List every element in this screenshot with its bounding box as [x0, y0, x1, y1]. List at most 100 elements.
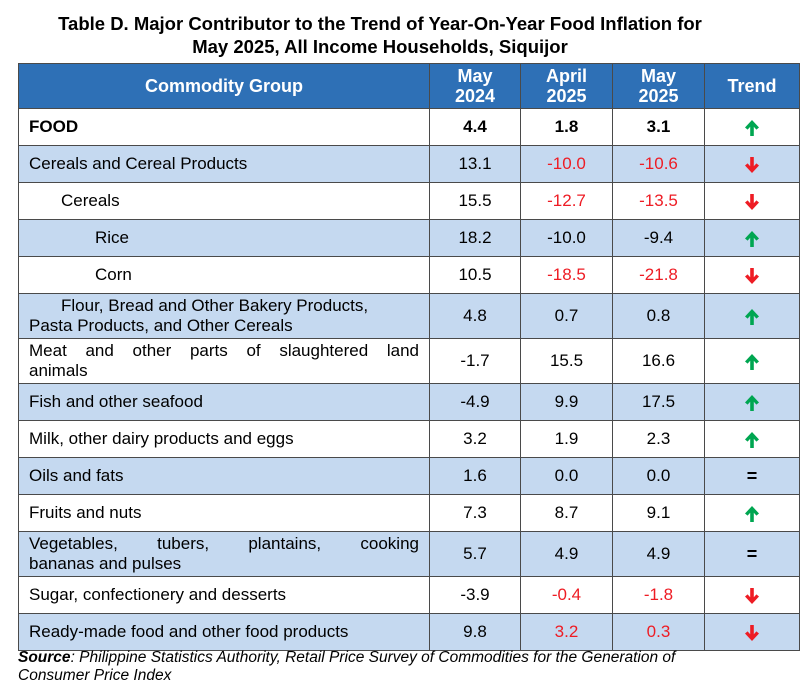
down-arrow-icon [745, 267, 759, 284]
table-row: Cereals and Cereal Products 13.1 -10.0 -… [18, 145, 800, 183]
up-arrow-icon [745, 431, 759, 448]
row-name: Cereals and Cereal Products [18, 145, 430, 183]
up-arrow-icon [745, 308, 759, 325]
row-trend [704, 256, 800, 294]
row-name: Fish and other seafood [18, 383, 430, 421]
table-row: Milk, other dairy products and eggs 3.2 … [18, 420, 800, 458]
row-trend [704, 145, 800, 183]
table-title: Table D. Major Contributor to the Trend … [0, 12, 760, 58]
equal-trend-icon: = [746, 543, 758, 564]
table-row: Vegetables, tubers, plantains, cooking b… [18, 531, 800, 577]
row-april-2025: 4.9 [520, 531, 613, 577]
table-row: Oils and fats 1.6 0.0 0.0 = [18, 457, 800, 495]
table-row: Flour, Bread and Other Bakery Products, … [18, 293, 800, 339]
row-april-2025: -12.7 [520, 182, 613, 220]
up-arrow-icon [745, 119, 759, 136]
row-may-2024: 5.7 [429, 531, 521, 577]
row-may-2024: 15.5 [429, 182, 521, 220]
row-may-2025: 3.1 [612, 108, 705, 146]
row-name: Meat and other parts of slaughtered land… [18, 338, 430, 384]
down-arrow-icon [745, 624, 759, 641]
row-may-2024: 3.2 [429, 420, 521, 458]
equal-trend-icon: = [746, 465, 758, 486]
table-row: FOOD 4.4 1.8 3.1 [18, 108, 800, 146]
source-text: : Philippine Statistics Authority, Retai… [70, 649, 676, 666]
row-april-2025: -10.0 [520, 219, 613, 257]
row-april-2025: 1.8 [520, 108, 613, 146]
row-may-2025: 4.9 [612, 531, 705, 577]
row-trend: = [704, 457, 800, 495]
up-arrow-icon [745, 230, 759, 247]
up-arrow-icon [745, 353, 759, 370]
row-name: Ready-made food and other food products [18, 613, 430, 651]
row-may-2024: 4.8 [429, 293, 521, 339]
source-text-2: Consumer Price Index [18, 667, 172, 684]
down-arrow-icon [745, 193, 759, 210]
row-may-2025: 0.8 [612, 293, 705, 339]
row-name: Cereals [18, 182, 430, 220]
row-trend [704, 293, 800, 339]
row-trend [704, 219, 800, 257]
row-trend [704, 613, 800, 651]
inflation-table: Commodity Group May 2024 April 2025 May 202… [18, 63, 800, 651]
row-may-2024: 4.4 [429, 108, 521, 146]
table-title-line2: May 2025, All Income Households, Siquijo… [192, 36, 568, 57]
table-row: Fish and other seafood -4.9 9.9 17.5 [18, 383, 800, 421]
row-trend [704, 494, 800, 532]
header-commodity: Commodity Group [18, 63, 430, 109]
row-may-2025: -9.4 [612, 219, 705, 257]
header-may-2024: May 2024 [429, 63, 521, 109]
table-row: Cereals 15.5 -12.7 -13.5 [18, 182, 800, 220]
row-name: Vegetables, tubers, plantains, cooking b… [18, 531, 430, 577]
row-name: FOOD [18, 108, 430, 146]
header-row: Commodity Group May 2024 April 2025 May 202… [18, 63, 800, 109]
row-april-2025: -18.5 [520, 256, 613, 294]
up-arrow-icon [745, 505, 759, 522]
row-trend [704, 108, 800, 146]
row-april-2025: -0.4 [520, 576, 613, 614]
row-name: Milk, other dairy products and eggs [18, 420, 430, 458]
table-row: Meat and other parts of slaughtered land… [18, 338, 800, 384]
row-may-2024: 7.3 [429, 494, 521, 532]
row-may-2024: 10.5 [429, 256, 521, 294]
row-april-2025: 9.9 [520, 383, 613, 421]
row-may-2025: 16.6 [612, 338, 705, 384]
row-may-2024: -3.9 [429, 576, 521, 614]
row-trend [704, 182, 800, 220]
row-may-2025: -21.8 [612, 256, 705, 294]
header-may-2025: May 2025 [612, 63, 705, 109]
row-may-2024: 9.8 [429, 613, 521, 651]
row-may-2024: 13.1 [429, 145, 521, 183]
row-name: Sugar, confectionery and desserts [18, 576, 430, 614]
row-name: Flour, Bread and Other Bakery Products, … [18, 293, 430, 339]
row-trend [704, 576, 800, 614]
row-april-2025: 1.9 [520, 420, 613, 458]
source-label: Source [18, 649, 71, 666]
row-name: Rice [18, 219, 430, 257]
table-row: Sugar, confectionery and desserts -3.9 -… [18, 576, 800, 614]
row-april-2025: 0.0 [520, 457, 613, 495]
table-row: Fruits and nuts 7.3 8.7 9.1 [18, 494, 800, 532]
row-trend [704, 420, 800, 458]
row-april-2025: 0.7 [520, 293, 613, 339]
down-arrow-icon [745, 587, 759, 604]
down-arrow-icon [745, 156, 759, 173]
row-name: Oils and fats [18, 457, 430, 495]
header-trend: Trend [704, 63, 800, 109]
row-may-2025: -1.8 [612, 576, 705, 614]
row-trend [704, 383, 800, 421]
row-may-2024: -4.9 [429, 383, 521, 421]
row-may-2025: 2.3 [612, 420, 705, 458]
row-may-2025: 0.0 [612, 457, 705, 495]
row-trend [704, 338, 800, 384]
row-april-2025: -10.0 [520, 145, 613, 183]
header-april-2025: April 2025 [520, 63, 613, 109]
table-row: Corn 10.5 -18.5 -21.8 [18, 256, 800, 294]
row-april-2025: 3.2 [520, 613, 613, 651]
row-may-2025: -10.6 [612, 145, 705, 183]
table-row: Rice 18.2 -10.0 -9.4 [18, 219, 800, 257]
row-may-2024: 1.6 [429, 457, 521, 495]
row-april-2025: 8.7 [520, 494, 613, 532]
row-april-2025: 15.5 [520, 338, 613, 384]
row-name: Corn [18, 256, 430, 294]
